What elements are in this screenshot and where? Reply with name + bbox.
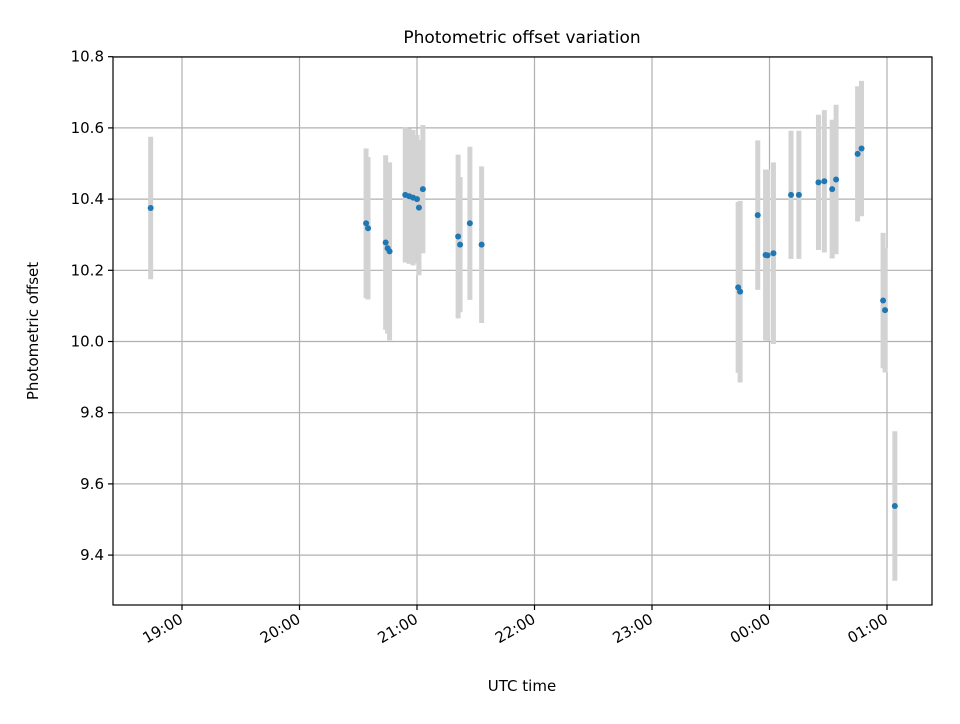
data-point <box>737 288 744 295</box>
data-point <box>415 204 422 211</box>
y-tick-label: 9.8 <box>80 404 104 422</box>
data-point <box>457 241 464 248</box>
data-point <box>363 220 370 227</box>
data-point <box>764 252 771 259</box>
y-tick-label: 10.6 <box>71 119 104 137</box>
data-point <box>754 212 761 219</box>
data-point <box>382 239 389 246</box>
data-point <box>815 179 822 186</box>
y-tick-label: 10.8 <box>71 48 104 66</box>
data-points <box>147 145 898 509</box>
data-point <box>455 233 462 240</box>
plot-frame <box>112 56 933 606</box>
data-point <box>833 176 840 183</box>
data-point <box>882 307 889 314</box>
data-point <box>365 225 372 232</box>
y-axis-ticks: 9.4 9.6 9.8 10.0 10.2 10.4 10.6 10.8 <box>71 48 113 564</box>
y-tick-label: 10.2 <box>71 261 104 279</box>
y-tick-label: 10.4 <box>71 190 104 208</box>
y-axis-label: Photometric offset <box>24 262 42 400</box>
data-point <box>147 205 154 211</box>
data-point <box>419 186 426 193</box>
y-tick-label: 9.4 <box>80 546 104 564</box>
data-point <box>478 241 485 248</box>
chart-title: Photometric offset variation <box>403 28 640 48</box>
data-point <box>829 186 836 193</box>
data-point <box>891 502 898 509</box>
data-point <box>386 248 393 255</box>
data-point <box>788 191 795 198</box>
data-point <box>414 196 420 203</box>
data-point <box>854 150 861 157</box>
x-axis-label: UTC time <box>488 677 556 695</box>
data-point <box>795 191 802 198</box>
data-point <box>466 220 473 227</box>
y-tick-label: 9.6 <box>80 475 104 493</box>
y-tick-label: 10.0 <box>71 333 104 351</box>
data-point <box>821 178 828 185</box>
data-point <box>880 297 887 304</box>
data-point <box>770 250 777 257</box>
data-point <box>858 145 865 152</box>
